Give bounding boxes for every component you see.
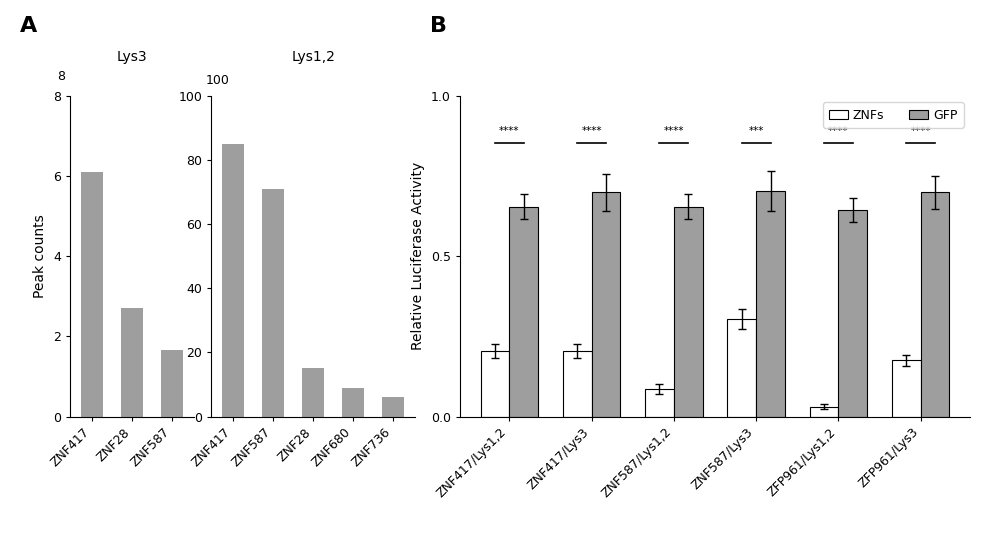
Bar <box>481 351 509 417</box>
Bar <box>838 210 867 417</box>
Text: 8: 8 <box>57 70 65 83</box>
Bar <box>892 360 921 417</box>
Bar <box>674 207 703 417</box>
Text: ****: **** <box>581 126 602 136</box>
Text: ****: **** <box>499 126 520 136</box>
Bar <box>756 191 785 417</box>
Y-axis label: Relative Luciferase Activity: Relative Luciferase Activity <box>411 162 425 350</box>
Text: A: A <box>20 16 37 36</box>
Text: Lys3: Lys3 <box>117 50 147 64</box>
Bar <box>222 144 244 417</box>
Bar <box>302 368 324 417</box>
Y-axis label: Peak counts: Peak counts <box>33 215 47 298</box>
Bar <box>592 192 620 417</box>
Bar <box>81 172 103 417</box>
Bar <box>342 388 364 417</box>
Text: ****: **** <box>664 126 684 136</box>
Legend: ZNFs, GFP: ZNFs, GFP <box>823 103 964 128</box>
Bar <box>727 319 756 417</box>
Bar <box>810 407 838 417</box>
Text: ****: **** <box>910 126 931 136</box>
Bar <box>161 350 183 417</box>
Bar <box>509 207 538 417</box>
Bar <box>262 189 284 417</box>
Text: B: B <box>430 16 447 36</box>
Bar <box>645 389 674 417</box>
Bar <box>121 308 143 417</box>
Text: ****: **** <box>828 126 849 136</box>
Bar <box>382 397 404 417</box>
Bar <box>563 351 592 417</box>
Text: Lys1,2: Lys1,2 <box>291 50 335 64</box>
Text: 100: 100 <box>205 74 229 87</box>
Text: ***: *** <box>748 126 764 136</box>
Bar <box>921 192 949 417</box>
